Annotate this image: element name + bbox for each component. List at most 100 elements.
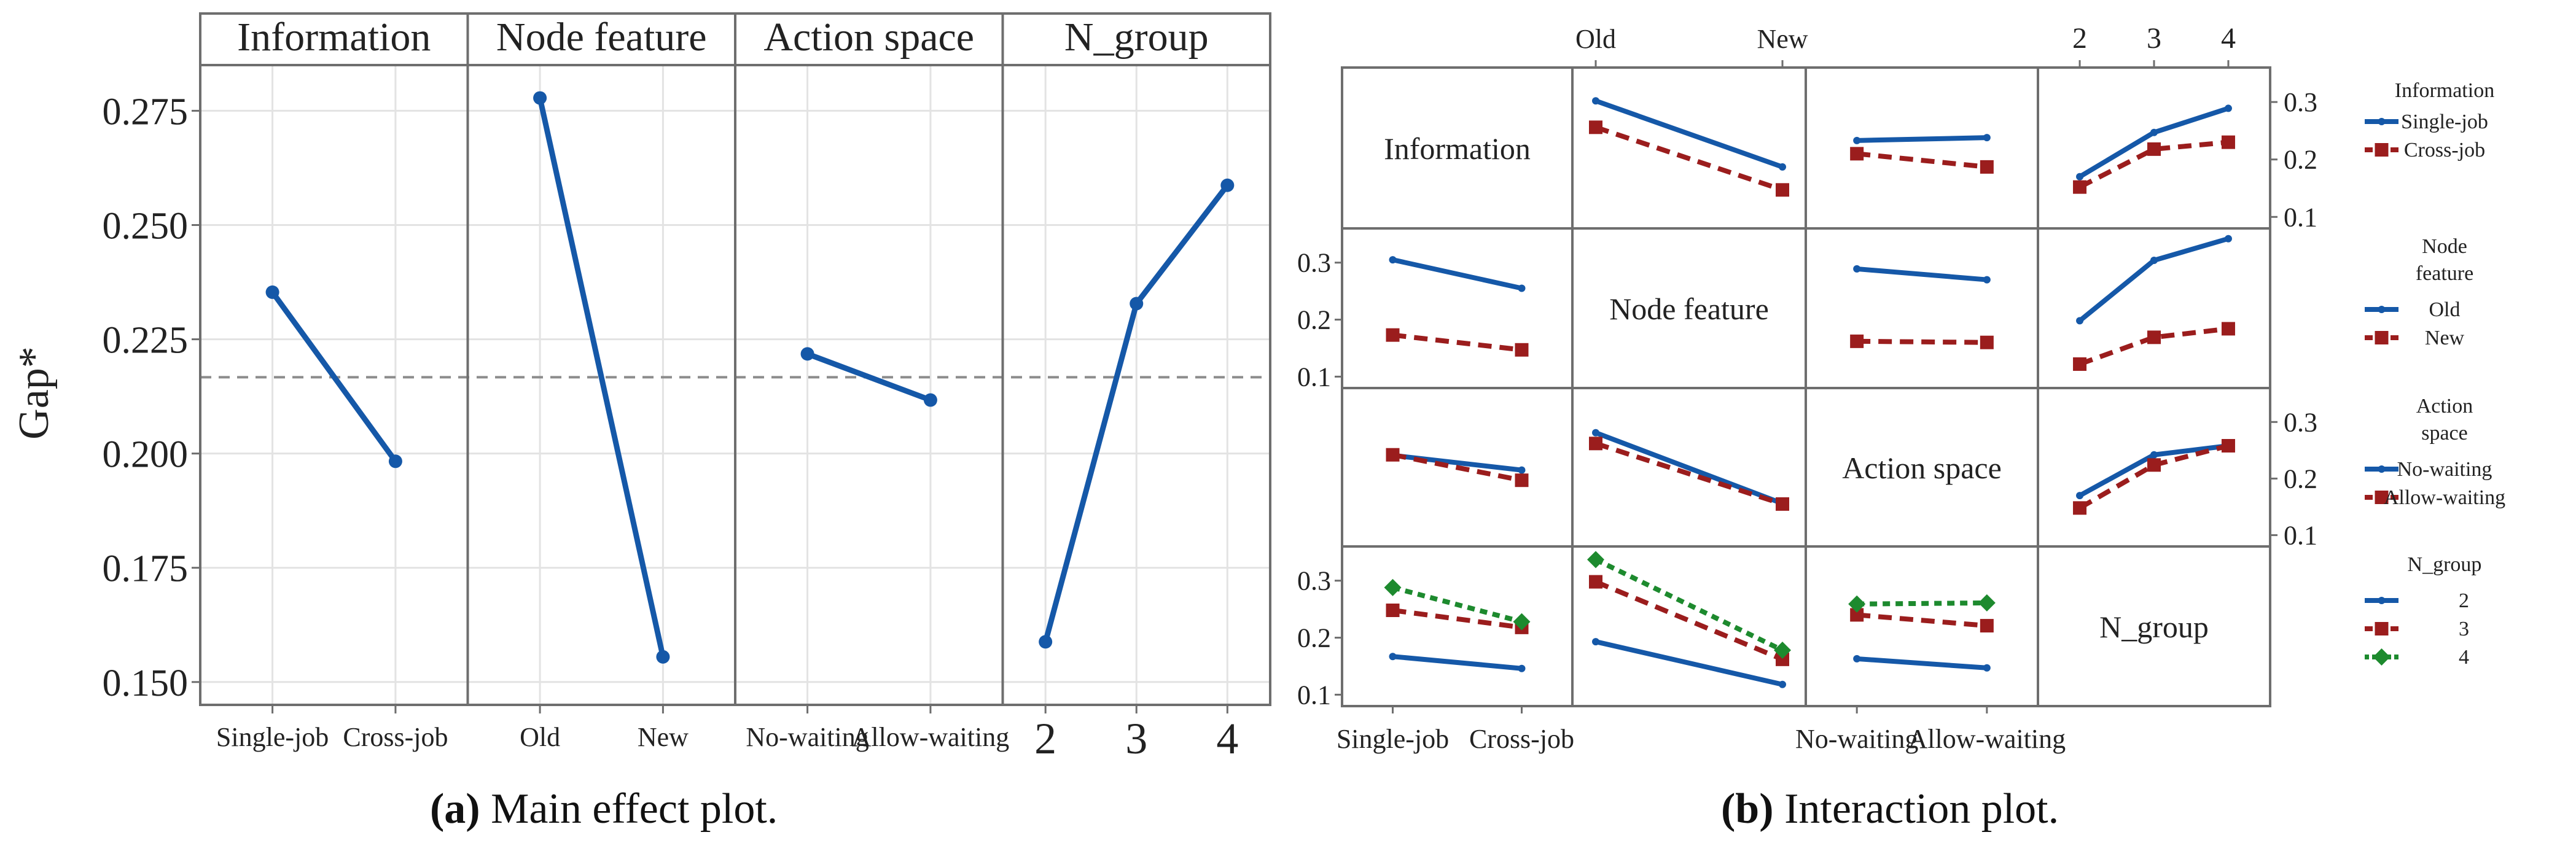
y-tick-label: 0.3: [2284, 87, 2317, 117]
data-point: [2221, 322, 2235, 336]
x-tick-label: 4: [1216, 714, 1238, 763]
x-tick-label: Old: [1575, 24, 1616, 54]
data-point: [1983, 664, 1991, 672]
y-tick-label: 0.175: [103, 548, 189, 590]
data-point: [1776, 183, 1789, 197]
data-point: [656, 650, 670, 664]
data-point: [2150, 257, 2158, 264]
diagonal-factor-label: N_group: [2099, 610, 2209, 644]
data-point: [2373, 648, 2391, 666]
interaction-line: [1856, 151, 1988, 169]
y-tick-label: 0.1: [1297, 362, 1331, 392]
y-tick-label: 0.2: [1297, 305, 1331, 335]
data-point: [1853, 136, 1861, 144]
data-point: [533, 91, 547, 105]
data-point: [2378, 597, 2386, 604]
data-point: [2073, 357, 2087, 371]
data-point: [1978, 594, 1996, 612]
data-point: [1386, 604, 1400, 617]
interaction-line: [1392, 654, 1522, 671]
y-tick-label: 0.2: [2284, 464, 2317, 494]
data-point: [1518, 466, 1526, 474]
x-tick-label: Single-job: [1337, 724, 1449, 754]
interaction-line: [1594, 557, 1784, 653]
data-point: [1592, 638, 1599, 646]
legend-title: Information: [2395, 79, 2494, 102]
legend-entry-label: Single-job: [2401, 111, 2488, 133]
diagonal-factor-label: Information: [1384, 131, 1531, 166]
interaction-line: [1594, 441, 1784, 507]
y-tick-label: 0.2: [1297, 623, 1331, 653]
legend-entry-label: Cross-job: [2404, 139, 2485, 161]
interaction-line: [1392, 257, 1523, 291]
data-point: [2076, 492, 2084, 500]
legend-entry-label: Old: [2429, 298, 2461, 321]
x-tick-label: No-waiting: [746, 722, 868, 752]
legend-title: Action: [2416, 395, 2473, 418]
data-point: [2224, 235, 2232, 243]
caption-b-text: Interaction plot.: [1773, 785, 2059, 833]
effect-line: [537, 97, 666, 658]
x-tick-label: 3: [1125, 714, 1147, 763]
interaction-line: [1594, 125, 1784, 193]
x-tick-label: New: [638, 722, 689, 752]
data-point: [2076, 317, 2084, 325]
data-point: [1774, 642, 1791, 659]
x-tick-label: Single-job: [216, 722, 329, 752]
data-point: [1515, 473, 1529, 488]
data-point: [1776, 497, 1789, 511]
data-point: [1850, 334, 1864, 348]
data-point: [1980, 619, 1994, 633]
data-point: [2375, 491, 2389, 504]
data-point: [1130, 297, 1144, 311]
data-point: [1384, 578, 1402, 596]
interaction-line: [2078, 139, 2229, 190]
legend-entry-label: No-waiting: [2397, 458, 2492, 481]
x-tick-label: 4: [2221, 22, 2236, 55]
interaction-line: [2078, 443, 2229, 510]
interaction-line: [1594, 98, 1784, 169]
y-tick-label: 0.250: [103, 206, 189, 247]
interaction-line: [1857, 135, 1987, 143]
y-tick-label: 0.1: [2284, 202, 2317, 232]
interaction-line: [1856, 656, 1988, 670]
data-point: [2073, 501, 2087, 515]
data-point: [265, 285, 279, 299]
interaction-line: [1856, 266, 1988, 282]
data-point: [388, 454, 402, 468]
data-point: [2221, 438, 2235, 453]
facet-title: Node feature: [496, 15, 707, 60]
interaction-line: [1857, 338, 1987, 345]
effect-line: [270, 290, 398, 463]
data-point: [1850, 608, 1864, 622]
interaction-line: [2078, 236, 2230, 323]
data-point: [1848, 595, 1866, 613]
interaction-line: [1595, 639, 1783, 687]
data-point: [1853, 655, 1861, 663]
y-tick-label: 0.200: [103, 434, 189, 476]
caption-a-label: (a): [430, 785, 480, 833]
x-tick-label: Old: [520, 722, 560, 752]
data-point: [1850, 147, 1864, 161]
data-point: [1220, 178, 1235, 192]
y-tick-label: 0.275: [103, 91, 189, 133]
data-point: [1853, 265, 1861, 273]
interaction-line: [2078, 326, 2229, 367]
data-point: [2375, 622, 2389, 635]
effect-line: [806, 351, 932, 403]
data-point: [2378, 465, 2386, 473]
x-tick-label: Allow-waiting: [1908, 724, 2066, 754]
data-point: [1039, 635, 1053, 649]
data-point: [2224, 104, 2232, 112]
data-point: [2221, 135, 2235, 149]
interaction-line: [1392, 608, 1523, 630]
data-point: [1386, 448, 1400, 462]
caption-a: (a) Main effect plot.: [430, 785, 778, 834]
x-tick-label: Cross-job: [1469, 724, 1574, 754]
caption-b-label: (b): [1721, 785, 1774, 833]
data-point: [2378, 306, 2386, 313]
y-tick-label: 0.3: [2284, 407, 2317, 437]
legend-title: space: [2421, 422, 2468, 445]
data-point: [1386, 328, 1400, 342]
y-tick-label: 0.1: [1297, 680, 1331, 710]
